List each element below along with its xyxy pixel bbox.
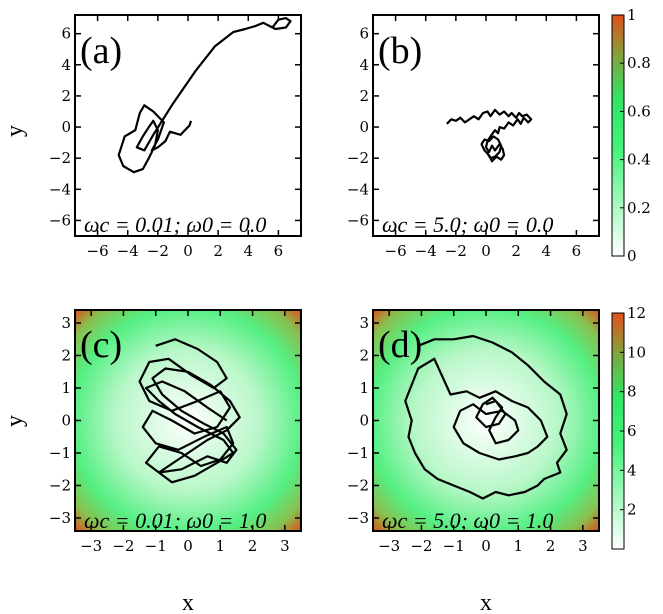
y-tick-label: −1 bbox=[347, 444, 369, 462]
x-tick-label: 4 bbox=[243, 242, 253, 260]
x-tick-label: 4 bbox=[541, 242, 551, 260]
panel-d: −3 −2 −1 0 1 2 3 −3 −2 −1 0 1 2 3 (d) ωc = 5.0; ω0 = … bbox=[347, 309, 600, 614]
panel-label: (d) bbox=[378, 324, 422, 366]
x-tick-label: 2 bbox=[511, 242, 521, 260]
panel-label: (a) bbox=[80, 30, 122, 72]
y-tick-label: −2 bbox=[347, 477, 369, 495]
y-tick-label: 1 bbox=[61, 379, 71, 397]
x-tick-label: 2 bbox=[546, 537, 556, 555]
colorbar-top: 0 0.2 0.4 0.6 0.8 1 bbox=[611, 6, 651, 265]
colorbar-tick-label: 0.4 bbox=[627, 151, 651, 169]
x-tick-label: 6 bbox=[274, 242, 284, 260]
trajectory-line bbox=[404, 334, 568, 500]
x-axis-label: x bbox=[480, 590, 492, 614]
x-tick-label: −1 bbox=[443, 537, 465, 555]
y-tick-label: 6 bbox=[359, 25, 369, 43]
x-tick-label: 1 bbox=[216, 537, 226, 555]
colorbar-tick-label: 8 bbox=[627, 383, 637, 401]
y-tick-label: 2 bbox=[359, 87, 369, 105]
y-axis-label: y bbox=[2, 415, 28, 427]
panel-b: −6 −4 −2 0 2 4 6 −6 −4 −2 0 2 4 6 (b) ωc = 5.0; ω0 = … bbox=[347, 14, 600, 260]
x-tick-label: −2 bbox=[147, 242, 169, 260]
colorbar-tick-label: 10 bbox=[627, 343, 646, 361]
colorbar-tick-label: 2 bbox=[627, 501, 637, 519]
x-tick-label: 2 bbox=[248, 537, 258, 555]
y-tick-label: −4 bbox=[49, 180, 71, 198]
y-axis-label: y bbox=[2, 125, 28, 137]
y-tick-label: −2 bbox=[49, 149, 71, 167]
y-tick-label: 0 bbox=[359, 412, 369, 430]
x-tick-label: −2 bbox=[445, 242, 467, 260]
x-tick-label: 0 bbox=[183, 537, 193, 555]
trajectory-line bbox=[446, 108, 533, 163]
y-tick-label: 1 bbox=[359, 379, 369, 397]
y-tick-label: 4 bbox=[359, 56, 369, 74]
trajectory-line bbox=[138, 338, 241, 484]
x-tick-label: −2 bbox=[112, 537, 134, 555]
x-tick-label: 0 bbox=[481, 242, 491, 260]
y-tick-label: −6 bbox=[347, 211, 369, 229]
x-tick-label: −3 bbox=[378, 537, 400, 555]
y-tick-label: 3 bbox=[61, 314, 71, 332]
y-tick-label: −1 bbox=[49, 444, 71, 462]
trajectory-line bbox=[117, 17, 292, 174]
colorbar-tick-label: 0.6 bbox=[627, 102, 651, 120]
x-tick-label: −1 bbox=[145, 537, 167, 555]
x-tick-label: 3 bbox=[280, 537, 290, 555]
y-tick-label: 6 bbox=[61, 25, 71, 43]
x-tick-label: −6 bbox=[385, 242, 407, 260]
panel-label: (b) bbox=[378, 30, 422, 72]
x-tick-label: 6 bbox=[572, 242, 582, 260]
x-tick-label: −4 bbox=[117, 242, 139, 260]
y-tick-label: −3 bbox=[49, 509, 71, 527]
y-tick-label: 0 bbox=[359, 118, 369, 136]
x-tick-label: −6 bbox=[87, 242, 109, 260]
y-tick-label: 0 bbox=[61, 412, 71, 430]
colorbar-tick-label: 0 bbox=[627, 247, 637, 265]
colorbar-tick-label: 4 bbox=[627, 461, 637, 479]
x-tick-label: −3 bbox=[80, 537, 102, 555]
panel-label: (c) bbox=[80, 324, 122, 366]
x-tick-label: 0 bbox=[481, 537, 491, 555]
colorbar-bottom: 2 4 6 8 10 12 bbox=[611, 304, 646, 550]
y-tick-label: 2 bbox=[61, 347, 71, 365]
parameter-annotation: ωc = 0.01; ω0 = 0.0 bbox=[84, 212, 266, 237]
y-tick-label: 2 bbox=[359, 347, 369, 365]
y-tick-label: −3 bbox=[347, 509, 369, 527]
y-tick-label: 0 bbox=[61, 118, 71, 136]
panel-c: −3 −2 −1 0 1 2 3 −3 −2 −1 0 1 2 3 (c) ωc = 0.01; ω0 =… bbox=[2, 309, 302, 614]
parameter-annotation: ωc = 5.0; ω0 = 0.0 bbox=[382, 212, 553, 237]
panel-a: −6 −4 −2 0 2 4 6 −6 −4 −2 0 2 4 6 (a) ωc = 0.01; ω0 =… bbox=[2, 14, 302, 260]
colorbar-tick-label: 1 bbox=[627, 6, 637, 24]
y-tick-label: −2 bbox=[49, 477, 71, 495]
x-axis-label: x bbox=[182, 590, 194, 614]
colorbar-gradient bbox=[611, 14, 625, 257]
plot-background bbox=[373, 15, 599, 236]
colorbar-tick-label: 0.8 bbox=[627, 54, 651, 72]
y-tick-label: −2 bbox=[347, 149, 369, 167]
colorbar-tick-label: 12 bbox=[627, 304, 646, 322]
colorbar-tick-label: 6 bbox=[627, 422, 637, 440]
y-tick-label: −6 bbox=[49, 211, 71, 229]
x-tick-label: 1 bbox=[514, 537, 524, 555]
x-tick-label: 0 bbox=[183, 242, 193, 260]
y-tick-label: 2 bbox=[61, 87, 71, 105]
x-tick-label: 3 bbox=[578, 537, 588, 555]
y-tick-label: −4 bbox=[347, 180, 369, 198]
parameter-annotation: ωc = 5.0; ω0 = 1.0 bbox=[382, 508, 553, 533]
x-tick-label: −2 bbox=[410, 537, 432, 555]
y-tick-label: 3 bbox=[359, 314, 369, 332]
colorbar-tick-label: 0.2 bbox=[627, 199, 651, 217]
x-tick-label: −4 bbox=[415, 242, 437, 260]
parameter-annotation: ωc = 0.01; ω0 = 1.0 bbox=[84, 508, 266, 533]
y-tick-label: 4 bbox=[61, 56, 71, 74]
x-tick-label: 2 bbox=[213, 242, 223, 260]
